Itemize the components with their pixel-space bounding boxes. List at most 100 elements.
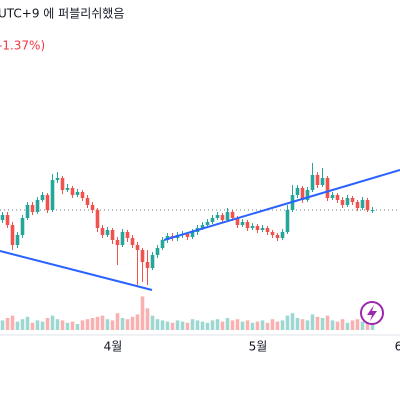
candle-body [80, 192, 85, 198]
x-tick-label: 4월 [104, 340, 123, 354]
volume-bar [295, 318, 300, 330]
volume-bar [280, 320, 285, 330]
candle-body [215, 215, 220, 218]
candle-body [250, 226, 255, 228]
candle-body [50, 180, 55, 210]
candle-body [345, 198, 350, 205]
volume-bar [260, 320, 265, 330]
volume-bar [325, 315, 330, 330]
candle-body [15, 235, 20, 245]
volume-bar [345, 322, 350, 330]
volume-bar [245, 320, 250, 330]
volume-bar [365, 320, 370, 330]
candle-body [25, 205, 30, 218]
candle-body [105, 230, 110, 235]
volume-bar [335, 321, 340, 330]
volume-bar [85, 319, 90, 330]
candle-body [70, 188, 75, 195]
volume-bar [15, 321, 20, 330]
volume-bar [210, 320, 215, 330]
candle-body [95, 210, 100, 228]
volume-bar [10, 315, 15, 330]
candle-body [210, 218, 215, 222]
candle-body [110, 230, 115, 240]
candle-body [125, 232, 130, 238]
volume-bar [135, 314, 140, 330]
candle-body [5, 215, 10, 225]
volume-bar [30, 322, 35, 330]
volume-bar [90, 318, 95, 330]
volume-bar [215, 319, 220, 330]
volume-bar [195, 320, 200, 330]
volume-bar [70, 321, 75, 330]
candle-body [280, 232, 285, 238]
candle-body [130, 238, 135, 245]
candle-body [140, 250, 145, 262]
candle-body [200, 225, 205, 228]
candle-body [65, 188, 70, 190]
volume-bar [150, 315, 155, 330]
candle-body [220, 215, 225, 220]
candle-body [150, 255, 155, 268]
volume-bar [270, 319, 275, 330]
volume-bar [190, 319, 195, 330]
candle-body [0, 215, 5, 220]
candle-body [185, 234, 190, 237]
volume-bar [125, 319, 130, 330]
candle-body [370, 210, 375, 211]
candle-body [235, 218, 240, 225]
trend-line [163, 169, 400, 241]
volume-bar [185, 322, 190, 330]
volume-bar [355, 319, 360, 330]
candle-body [295, 188, 300, 195]
candle-body [230, 212, 235, 218]
volume-bar [370, 322, 375, 330]
candle-body [245, 222, 250, 228]
volume-bar [35, 320, 40, 330]
volume-bar [275, 321, 280, 330]
candle-body [30, 205, 35, 212]
candle-body [260, 228, 265, 230]
candle-body [265, 228, 270, 232]
volume-bar [40, 321, 45, 330]
volume-bar [65, 322, 70, 330]
alert-icon[interactable] [360, 301, 384, 325]
volume-bar [0, 320, 5, 330]
candle-body [205, 222, 210, 225]
volume-bar [235, 319, 240, 330]
volume-bar [310, 314, 315, 330]
volume-bar [180, 321, 185, 330]
candle-body [305, 190, 310, 200]
candle-body [330, 195, 335, 198]
volume-bar [45, 318, 50, 330]
candle-body [35, 200, 40, 212]
published-note: UTC+9 에 퍼블리쉬했음 [0, 7, 124, 21]
candle-body [325, 178, 330, 198]
candle-body [340, 200, 345, 205]
candle-body [335, 195, 340, 200]
candle-body [275, 235, 280, 238]
volume-bar [300, 319, 305, 330]
candle-body [365, 200, 370, 210]
candle-body [145, 262, 150, 268]
x-tick-label: 5월 [249, 340, 268, 354]
candle-body [85, 198, 90, 205]
volume-bar [350, 320, 355, 330]
volume-bar [220, 321, 225, 330]
candle-body [360, 200, 365, 208]
volume-bar [75, 324, 80, 330]
candle-body [300, 188, 305, 200]
volume-bar [25, 316, 30, 330]
candle-body [310, 175, 315, 190]
volume-bar [285, 315, 290, 330]
trend-line [0, 250, 153, 291]
volume-bar [105, 319, 110, 330]
volume-bar [360, 321, 365, 330]
candle-body [120, 232, 125, 245]
candle-body [285, 210, 290, 232]
volume-bar [100, 315, 105, 330]
candle-body [190, 232, 195, 237]
volume-bar [155, 319, 160, 330]
volume-bar [240, 321, 245, 330]
